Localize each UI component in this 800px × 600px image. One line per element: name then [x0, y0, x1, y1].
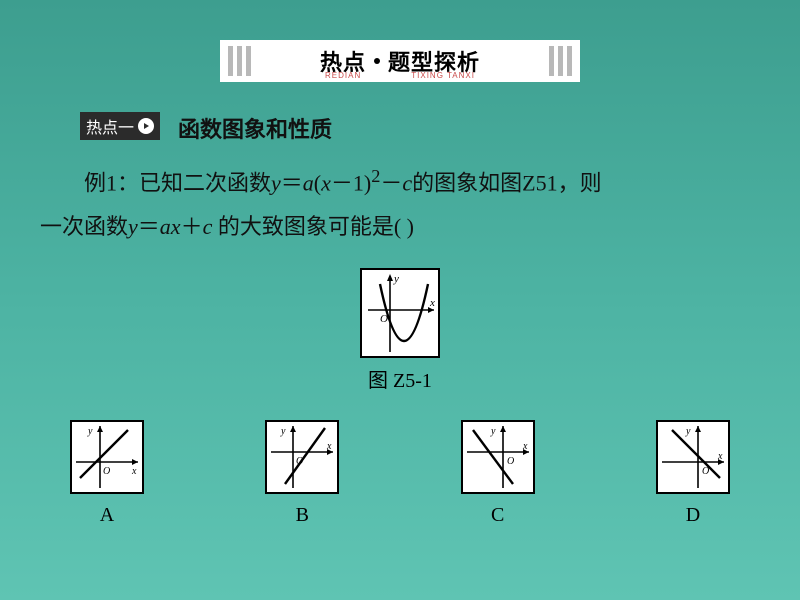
- svg-text:x: x: [326, 441, 332, 452]
- banner-bars-right: [549, 46, 572, 76]
- svg-text:y: y: [393, 273, 399, 285]
- options-row: x y O A x y O B x y: [70, 420, 730, 527]
- hotspot-badge-text: 热点一: [86, 114, 134, 138]
- q-m1: －1): [331, 170, 371, 195]
- graph-c: x y O: [461, 420, 535, 494]
- q-eq2: ＝: [138, 214, 160, 239]
- q-tail: 的大致图象可能是( ): [212, 214, 414, 239]
- pinyin-right: TIXING TANXI: [411, 71, 475, 80]
- q-a1: a: [303, 170, 314, 195]
- banner: 热点 题型探析 REDIAN TIXING TANXI: [220, 40, 580, 82]
- svg-text:y: y: [685, 426, 691, 437]
- q-c2: c: [203, 214, 213, 239]
- q-line2-pre: 一次函数: [40, 214, 128, 239]
- svg-text:O: O: [507, 456, 514, 467]
- parabola-graph: x y O: [360, 268, 440, 358]
- svg-text:y: y: [280, 426, 286, 437]
- play-icon: [138, 118, 154, 134]
- option-d: x y O D: [656, 420, 730, 527]
- option-a: x y O A: [70, 420, 144, 527]
- hotspot-badge: 热点一: [80, 112, 160, 140]
- option-b: x y O B: [265, 420, 339, 527]
- svg-text:x: x: [429, 297, 435, 309]
- option-b-label: B: [296, 504, 309, 527]
- svg-text:x: x: [522, 441, 528, 452]
- main-figure: x y O 图 Z5-1: [0, 268, 800, 393]
- dot-icon: [374, 58, 380, 64]
- q-y2: y: [128, 214, 138, 239]
- q-c1: c: [402, 170, 412, 195]
- hotspot-title: 函数图象和性质: [178, 112, 332, 144]
- q-x1: x: [321, 170, 331, 195]
- q-plus: ＋: [181, 214, 203, 239]
- pinyin-left: REDIAN: [325, 71, 361, 80]
- graph-d: x y O: [656, 420, 730, 494]
- question-text: 例1：已知二次函数y＝a(x－1)2－c的图象如图Z51，则 一次函数y＝ax＋…: [40, 158, 760, 249]
- q-prefix: 例1：已知二次函数: [84, 170, 271, 195]
- svg-text:y: y: [87, 426, 93, 437]
- option-c-label: C: [491, 504, 504, 527]
- svg-text:y: y: [490, 426, 496, 437]
- banner-pinyin: REDIAN TIXING TANXI: [220, 71, 580, 80]
- figure-label: 图 Z5-1: [368, 364, 432, 393]
- graph-b: x y O: [265, 420, 339, 494]
- q-eq1: ＝: [281, 170, 303, 195]
- q-mid: 的图象如图Z51，则: [412, 170, 601, 195]
- q-y1: y: [271, 170, 281, 195]
- q-sq: 2: [371, 166, 380, 186]
- svg-text:O: O: [103, 466, 110, 477]
- svg-text:x: x: [131, 466, 137, 477]
- q-mc: －: [380, 170, 402, 195]
- graph-a: x y O: [70, 420, 144, 494]
- option-a-label: A: [100, 504, 114, 527]
- svg-text:x: x: [717, 451, 723, 462]
- q-ax: ax: [160, 214, 181, 239]
- option-d-label: D: [686, 504, 700, 527]
- option-c: x y O C: [461, 420, 535, 527]
